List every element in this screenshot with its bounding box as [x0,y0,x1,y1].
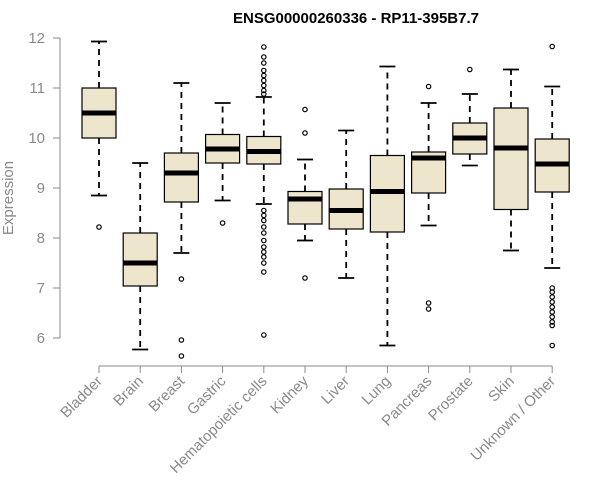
outlier-point [260,72,267,79]
box-group [452,66,488,167]
outlier-point [549,319,556,325]
outlier-point [549,304,556,310]
outlier-point [549,299,556,305]
outlier-point [260,67,267,74]
outlier-point [260,87,267,94]
outlier-point [178,353,185,359]
x-tick-label: Bladder [57,373,106,422]
y-tick-label: 9 [37,180,45,197]
outlier-point [178,337,185,343]
y-tick-label: 11 [29,80,45,97]
y-tick-label: 10 [28,130,45,147]
box-iqr [493,107,529,211]
y-axis-label: Expression [0,161,17,235]
outlier-point [96,224,102,230]
x-tick-label: Prostate [425,373,477,425]
box-iqr [287,190,323,225]
y-tick-label: 12 [28,30,45,47]
box-group [287,106,323,281]
box-group [81,40,117,230]
box-group [246,44,282,338]
outlier-point [260,212,267,219]
x-tick-label: Lung [359,373,395,409]
outlier-point [260,91,267,97]
box-group [328,129,364,279]
outlier-point [260,44,267,50]
outlier-point [260,244,267,250]
outlier-point [549,294,556,300]
x-tick-label: Breast [146,372,189,415]
box-group [205,102,241,226]
chart-title: ENSG00000260336 - RP11-395B7.7 [233,10,479,27]
outlier-point [260,254,267,260]
x-tick-label: Skin [485,373,518,406]
outlier-point [260,207,267,214]
outlier-point [260,230,267,236]
outlier-point [549,309,556,315]
outlier-point [425,83,432,90]
outlier-point [260,269,267,275]
outlier-point [260,260,267,266]
outlier-point [219,220,226,226]
outlier-point [302,275,308,281]
outlier-point [260,224,267,230]
outlier-point [549,314,556,320]
outlier-point [425,306,432,312]
outlier-point [302,130,308,136]
y-axis: 6 7 8 9 10 11 12 [28,30,61,347]
outlier-point [549,322,556,329]
box-group [369,65,405,347]
x-tick-label: Brain [110,373,147,410]
box-group [122,162,158,351]
outlier-point [260,77,267,84]
box-iqr [163,152,199,203]
outlier-point [260,237,267,244]
outlier-point [260,217,267,224]
plot-area [81,40,570,359]
outlier-point [549,342,556,349]
outlier-point [549,289,556,295]
outlier-point [260,249,267,255]
y-tick-label: 7 [37,280,45,297]
box-group [534,43,570,349]
box-iqr [122,232,158,287]
box-group [163,82,199,359]
outlier-point [466,66,473,73]
box-group [493,68,529,252]
x-tick-label: Kidney [267,372,312,417]
outlier-point [260,82,267,89]
outlier-point [425,300,432,306]
box-group [411,83,447,312]
outlier-point [260,54,267,60]
outlier-point [260,332,267,338]
outlier-point [260,60,267,66]
y-tick-label: 6 [37,330,45,347]
y-tick-label: 8 [37,230,45,247]
outlier-point [178,276,185,282]
outlier-point [549,43,556,50]
outlier-point [302,106,308,113]
x-tick-label: Liver [318,373,353,408]
